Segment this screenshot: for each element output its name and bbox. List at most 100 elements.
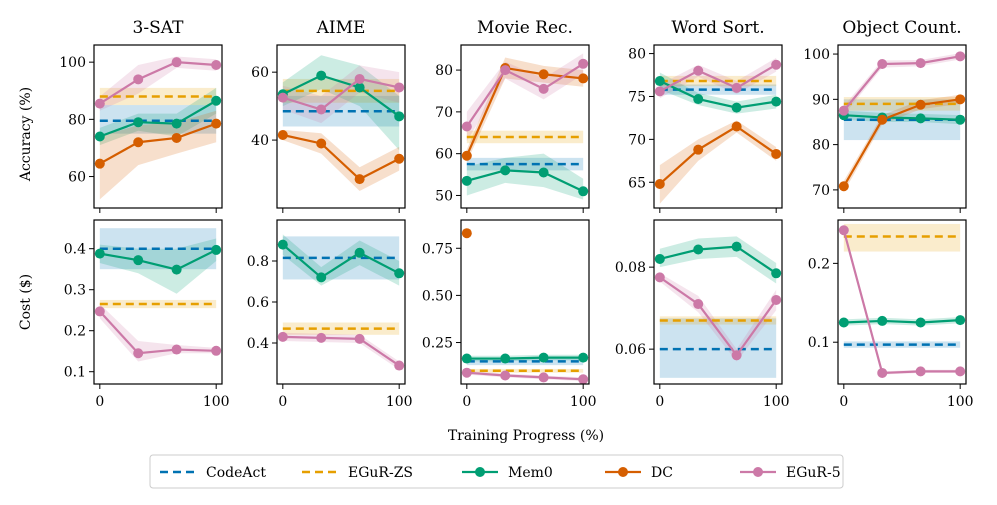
- y-tick-label: 0.3: [64, 283, 86, 299]
- x-tick-label: 0: [839, 394, 848, 410]
- mem0-point: [838, 317, 849, 328]
- dc-point: [461, 228, 472, 239]
- mem0-point: [354, 82, 365, 93]
- mem0-point: [171, 118, 182, 129]
- egur-5-point: [500, 370, 511, 381]
- legend-items: CodeAct EGuR-ZS Mem0 DC EGuR-5: [160, 465, 841, 481]
- panel-r1-c3: 0.06 0.08 0 100: [615, 219, 790, 410]
- mem0-point: [915, 317, 926, 328]
- dc-point: [94, 158, 105, 169]
- panel-frame: [93, 219, 223, 385]
- mem0-point: [211, 95, 222, 106]
- dc-point: [771, 148, 782, 159]
- mem0-line: [466, 169, 584, 193]
- egur-5-point: [771, 294, 782, 305]
- x-axis-label: Training Progress (%): [448, 428, 604, 444]
- dc-point: [731, 121, 742, 132]
- dc-point: [955, 94, 966, 105]
- panel-plot-area: [659, 236, 778, 378]
- egur-5-point: [171, 344, 182, 355]
- dc-band: [659, 120, 777, 204]
- egur-5-point: [461, 367, 472, 378]
- dc-point: [316, 138, 327, 149]
- egur-5-point: [955, 366, 966, 377]
- egur-5-point: [211, 60, 222, 71]
- egur-5-point: [394, 360, 405, 371]
- mem0-point: [500, 165, 511, 176]
- egur-5-point: [877, 367, 888, 378]
- legend-item-egur-5: EGuR-5: [740, 465, 841, 481]
- egur-5-point: [654, 272, 665, 283]
- mem0-point: [771, 96, 782, 107]
- egur-5-point: [955, 51, 966, 62]
- x-tick-label: 100: [570, 394, 597, 410]
- panel-r1-c2: 0.25 0.50 0.75 0 100: [422, 219, 597, 410]
- y-tick-label: 100: [59, 55, 86, 71]
- egur-5-line: [282, 335, 400, 367]
- dc-point: [211, 118, 222, 129]
- y-tick-label: 0.75: [422, 241, 453, 257]
- dc-point: [171, 132, 182, 143]
- panel-plot-area: [465, 53, 584, 200]
- mem0-line: [466, 356, 584, 360]
- panel-plot-area: [99, 228, 217, 362]
- legend-item-mem0: Mem0: [462, 465, 553, 481]
- dc-point: [538, 69, 549, 80]
- mem0-point: [693, 94, 704, 105]
- mem0-point: [133, 255, 144, 266]
- panel-plot-area: [659, 57, 777, 204]
- panel-plot-area: [282, 55, 400, 192]
- y-tick-label: 65: [628, 175, 646, 191]
- mem0-point: [654, 253, 665, 264]
- y-tick-label: 40: [251, 133, 269, 149]
- mem0-point: [538, 352, 549, 363]
- dc-band: [99, 110, 217, 200]
- mem0-line: [843, 114, 961, 121]
- mem0-point: [538, 167, 549, 178]
- y-tick-label: 100: [803, 47, 830, 63]
- y-tick-label: 0.6: [247, 295, 269, 311]
- panel-title-word-sort: Word Sort.: [671, 18, 764, 38]
- mem0-point: [316, 272, 327, 283]
- y-tick-label: 60: [251, 65, 269, 81]
- y-tick-label: 70: [435, 105, 453, 121]
- x-tick-label: 0: [278, 394, 287, 410]
- y-tick-label: 90: [812, 92, 830, 108]
- mem0-point: [171, 264, 182, 275]
- mem0-band: [659, 236, 777, 284]
- panel-plot-area: [842, 53, 961, 193]
- panel-r0-c2: 50 60 70 80 Movie Rec.: [435, 18, 590, 213]
- y-tick-label: 60: [435, 147, 453, 163]
- legend-item-egur-zs: EGuR-ZS: [302, 465, 413, 481]
- y-tick-label: 0.08: [615, 260, 646, 276]
- legend: CodeAct EGuR-ZS Mem0 DC EGuR-5: [149, 454, 844, 489]
- mem0-point: [133, 117, 144, 128]
- y-tick-label: 0.4: [64, 242, 86, 258]
- panel-frame: [460, 219, 590, 385]
- egur-5-point: [394, 82, 405, 93]
- mem0-point: [94, 248, 105, 259]
- egur-5-point: [500, 65, 511, 76]
- mem0-point: [731, 241, 742, 252]
- egur-5-point: [316, 332, 327, 343]
- mem0-point: [461, 175, 472, 186]
- panel-frame: [653, 44, 783, 209]
- y-tick-label: 0.1: [808, 335, 830, 351]
- mem0-point: [731, 102, 742, 113]
- egur-5-line: [99, 61, 217, 105]
- mem0-band: [282, 234, 400, 286]
- dc-line: [282, 133, 400, 181]
- y-tick-label: 80: [812, 138, 830, 154]
- egur-5-point: [94, 98, 105, 109]
- y-tick-label: 0.1: [64, 365, 86, 381]
- panel-title-object-count: Object Count.: [842, 18, 961, 38]
- panel-r0-c3: 65 70 75 80 Word Sort.: [628, 18, 783, 213]
- egur-5-point: [693, 299, 704, 310]
- egur-5-point: [654, 86, 665, 97]
- egur-5-point: [838, 105, 849, 116]
- mem0-point: [771, 268, 782, 279]
- egur-5-point: [578, 58, 589, 69]
- mem0-point: [877, 315, 888, 326]
- panel-frame: [93, 44, 223, 209]
